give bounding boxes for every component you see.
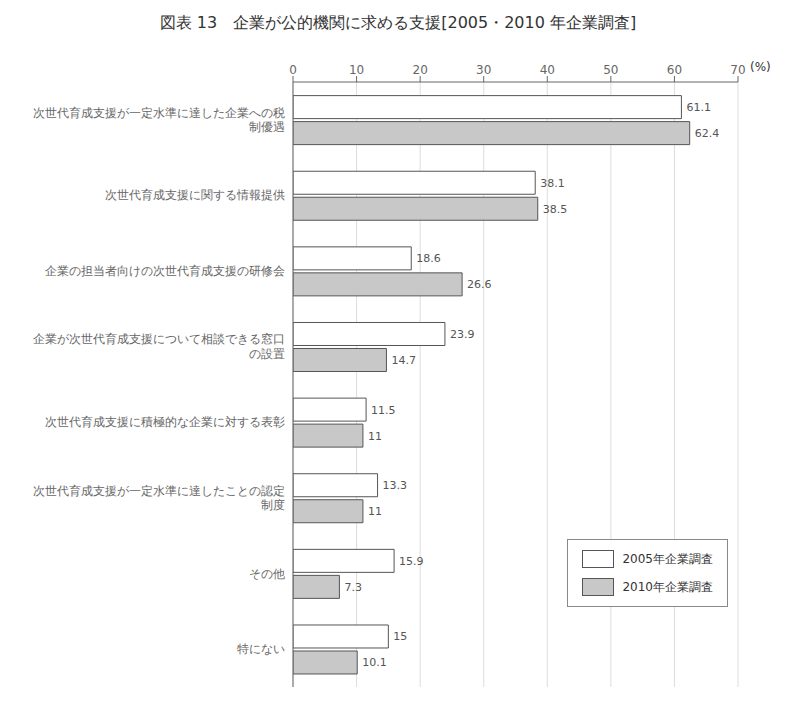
svg-text:その他: その他 [249, 567, 285, 581]
svg-text:23.9: 23.9 [450, 328, 475, 341]
html-text:2010年企業調査: 2010年企業調査 [622, 579, 713, 594]
svg-text:0: 0 [289, 63, 297, 77]
svg-text:62.4: 62.4 [695, 127, 720, 140]
svg-text:10.1: 10.1 [362, 656, 387, 669]
svg-text:40: 40 [540, 63, 555, 77]
svg-text:61.1: 61.1 [686, 101, 711, 114]
svg-text:18.6: 18.6 [416, 252, 441, 265]
svg-text:特にない: 特にない [237, 642, 285, 656]
svg-text:次世代育成支援に関する情報提供: 次世代育成支援に関する情報提供 [105, 188, 285, 202]
svg-text:11.5: 11.5 [371, 404, 396, 417]
svg-text:次世代育成支援に積極的な企業に対する表彰: 次世代育成支援に積極的な企業に対する表彰 [45, 415, 285, 429]
html-text:図表 13 企業が公的機関に求める支援[2005・2010: 図表 13 企業が公的機関に求める支援[2005・2010 年企業調査] [159, 13, 637, 32]
html-text:2005年企業調査: 2005年企業調査 [622, 551, 713, 566]
svg-text:次世代育成支援が一定水準に達した企業への税制優遇: 次世代育成支援が一定水準に達した企業への税制優遇 [33, 106, 285, 134]
svg-text:50: 50 [603, 63, 618, 77]
svg-text:26.6: 26.6 [467, 278, 492, 291]
svg-text:13.3: 13.3 [383, 479, 408, 492]
svg-text:15.9: 15.9 [399, 555, 424, 568]
svg-text:14.7: 14.7 [391, 354, 416, 367]
svg-text:15: 15 [393, 630, 407, 643]
svg-text:企業の担当者向けの次世代育成支援の研修会: 企業の担当者向けの次世代育成支援の研修会 [45, 264, 285, 278]
svg-text:次世代育成支援が一定水準に達したことの認定制度: 次世代育成支援が一定水準に達したことの認定制度 [33, 484, 285, 512]
svg-text:38.1: 38.1 [540, 177, 565, 190]
svg-text:(%): (%) [750, 60, 771, 74]
svg-text:30: 30 [476, 63, 491, 77]
svg-text:38.5: 38.5 [543, 203, 568, 216]
svg-text:企業が次世代育成支援について相談できる窓口の設置: 企業が次世代育成支援について相談できる窓口の設置 [33, 332, 285, 360]
svg-text:60: 60 [667, 63, 682, 77]
svg-text:10: 10 [349, 63, 364, 77]
svg-text:70: 70 [730, 63, 745, 77]
svg-text:11: 11 [368, 505, 382, 518]
svg-text:20: 20 [413, 63, 428, 77]
svg-text:11: 11 [368, 430, 382, 443]
svg-text:7.3: 7.3 [344, 581, 362, 594]
